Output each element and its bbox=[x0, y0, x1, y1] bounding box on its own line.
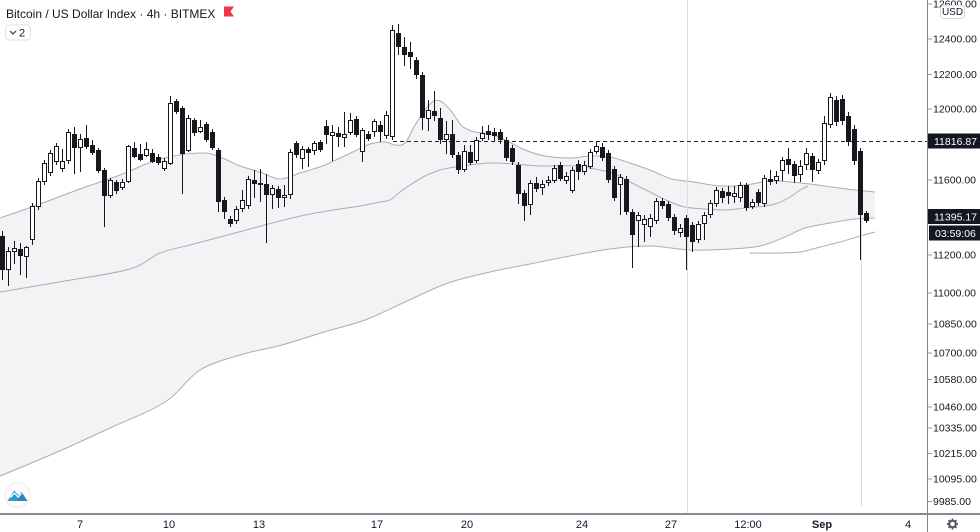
svg-text:27: 27 bbox=[665, 519, 677, 531]
svg-text:10700.00: 10700.00 bbox=[933, 348, 977, 360]
svg-text:4: 4 bbox=[905, 519, 911, 531]
svg-text:11600.00: 11600.00 bbox=[933, 175, 976, 187]
svg-text:12400.00: 12400.00 bbox=[933, 34, 977, 46]
svg-text:11816.87: 11816.87 bbox=[934, 136, 977, 148]
svg-text:12:00: 12:00 bbox=[734, 519, 762, 531]
svg-text:12000.00: 12000.00 bbox=[933, 104, 977, 116]
svg-text:10215.00: 10215.00 bbox=[933, 448, 977, 460]
svg-text:10335.00: 10335.00 bbox=[933, 423, 977, 435]
svg-text:11395.17: 11395.17 bbox=[934, 212, 977, 224]
svg-text:11000.00: 11000.00 bbox=[933, 288, 976, 300]
svg-text:12200.00: 12200.00 bbox=[933, 69, 977, 81]
svg-text:10: 10 bbox=[163, 519, 175, 531]
svg-text:2: 2 bbox=[19, 28, 25, 40]
svg-text:13: 13 bbox=[253, 519, 265, 531]
svg-text:Bitcoin / US Dollar Index · 4h: Bitcoin / US Dollar Index · 4h · BITMEX bbox=[6, 7, 215, 21]
svg-text:10850.00: 10850.00 bbox=[933, 319, 977, 331]
svg-text:7: 7 bbox=[77, 519, 83, 531]
svg-text:10095.00: 10095.00 bbox=[933, 473, 977, 485]
svg-text:9985.00: 9985.00 bbox=[933, 496, 971, 508]
svg-text:20: 20 bbox=[461, 519, 473, 531]
svg-text:10460.00: 10460.00 bbox=[933, 401, 977, 413]
svg-text:24: 24 bbox=[576, 519, 588, 531]
svg-text:17: 17 bbox=[371, 519, 383, 531]
svg-text:10580.00: 10580.00 bbox=[933, 374, 977, 386]
svg-text:USD: USD bbox=[942, 7, 963, 18]
svg-text:03:59:06: 03:59:06 bbox=[935, 228, 976, 240]
svg-text:11200.00: 11200.00 bbox=[933, 250, 976, 262]
svg-text:Sep: Sep bbox=[812, 519, 832, 531]
